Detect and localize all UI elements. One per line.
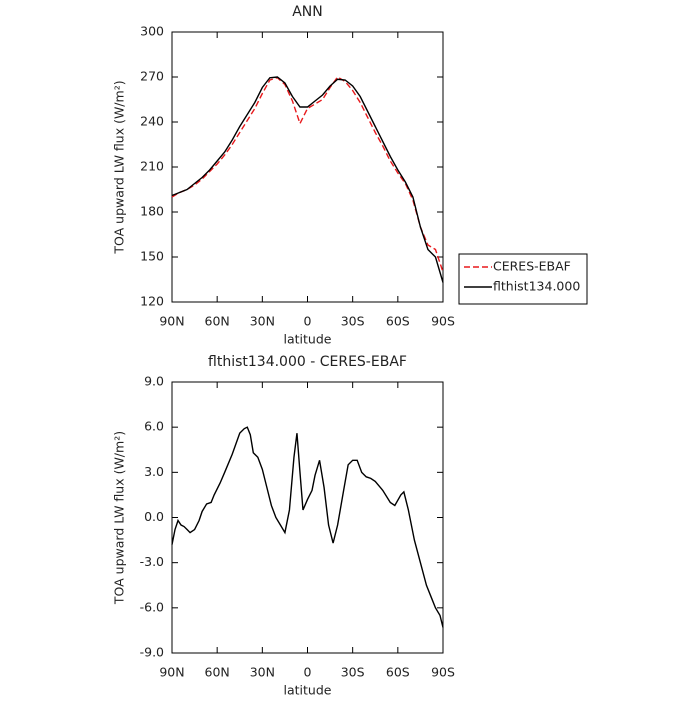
- y-tick-label: 0.0: [144, 509, 164, 524]
- legend-label: flthist134.000: [493, 279, 580, 294]
- y-tick-label: 270: [140, 69, 164, 84]
- y-tick-label: 300: [140, 24, 164, 39]
- y-tick-label: 3.0: [144, 464, 164, 479]
- legend-label: CERES-EBAF: [493, 259, 571, 274]
- x-tick-label: 30S: [341, 665, 365, 680]
- y-tick-label: -3.0: [140, 554, 164, 569]
- x-tick-label: 30S: [341, 314, 365, 329]
- y-tick-label: 9.0: [144, 374, 164, 389]
- x-tick-label: 90N: [159, 314, 184, 329]
- chart-title: ANN: [292, 4, 323, 20]
- data-line: [171, 76, 444, 283]
- y-tick-label: -6.0: [140, 599, 164, 614]
- y-tick-label: -9.0: [140, 645, 164, 660]
- x-axis-label: latitude: [284, 683, 332, 698]
- x-tick-label: 60S: [386, 314, 410, 329]
- x-tick-label: 60N: [205, 665, 230, 680]
- x-tick-label: 90S: [431, 665, 455, 680]
- y-tick-label: 6.0: [144, 419, 164, 434]
- y-tick-label: 150: [140, 249, 164, 264]
- x-tick-label: 60N: [205, 314, 230, 329]
- x-tick-label: 0: [304, 314, 312, 329]
- plot-frame: [171, 381, 444, 654]
- data-line: [171, 76, 444, 273]
- x-axis-label: latitude: [284, 332, 332, 347]
- y-tick-label: 210: [140, 159, 164, 174]
- y-tick-label: 240: [140, 114, 164, 129]
- x-tick-label: 90S: [431, 314, 455, 329]
- y-axis-label: TOA upward LW flux (W/m²): [112, 431, 127, 605]
- x-tick-label: 30N: [250, 665, 275, 680]
- y-tick-label: 180: [140, 204, 164, 219]
- x-tick-label: 90N: [159, 665, 184, 680]
- x-tick-label: 30N: [250, 314, 275, 329]
- y-tick-label: 120: [140, 294, 164, 309]
- chart-title: flthist134.000 - CERES-EBAF: [208, 354, 407, 370]
- data-line: [171, 426, 444, 628]
- x-tick-label: 60S: [386, 665, 410, 680]
- x-tick-label: 0: [304, 665, 312, 680]
- y-axis-label: TOA upward LW flux (W/m²): [112, 80, 127, 254]
- legend-box: [458, 253, 588, 305]
